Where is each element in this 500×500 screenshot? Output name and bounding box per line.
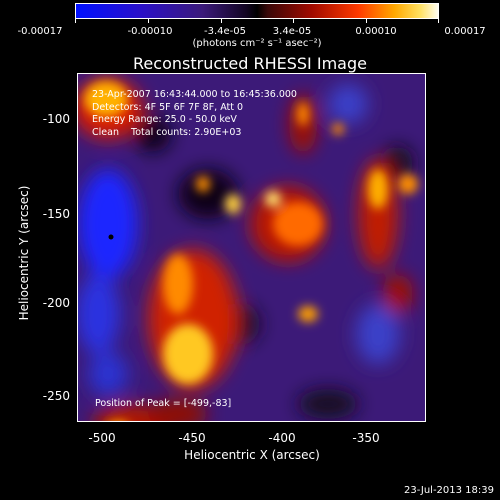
x-tick-label: -500: [88, 431, 116, 445]
colorbar-tick-label: -3.4e-05: [204, 26, 246, 37]
x-axis-label: Heliocentric X (arcsec): [184, 448, 320, 462]
colorbar-tick: [366, 19, 367, 23]
rhessi-image-plot: [77, 73, 426, 422]
x-tick-label: -400: [268, 431, 296, 445]
footer-date: 23-Jul-2013 18:39: [403, 485, 494, 496]
colorbar-tick: [148, 19, 149, 23]
x-tick-label: -350: [352, 431, 380, 445]
info-method-counts: Clean Total counts: 2.90E+03: [92, 126, 242, 138]
colorbar-tick-label: 3.4e-05: [272, 26, 312, 37]
y-tick-label: -200: [42, 296, 70, 310]
colorbar-tick-label: 0.00010: [355, 26, 397, 37]
rhessi-image-canvas: [78, 74, 425, 421]
image-title: Reconstructed RHESSI Image: [133, 54, 367, 73]
colorbar-tick: [221, 19, 222, 23]
y-tick-label: -250: [42, 389, 70, 403]
colorbar-tick: [293, 19, 294, 23]
colorbar-tick-label: -0.00010: [127, 26, 173, 37]
colorbar: [75, 3, 439, 19]
y-axis-label: Heliocentric Y (arcsec): [17, 185, 31, 321]
colorbar-units: (photons cm⁻² s⁻¹ asec⁻²): [192, 38, 322, 49]
y-tick-label: -150: [42, 207, 70, 221]
colorbar-tick: [75, 19, 76, 23]
colorbar-tick-label: -0.00017: [17, 26, 63, 37]
colorbar-tick: [438, 19, 439, 23]
observation-info: 23-Apr-2007 16:43:44.000 to 16:45:36.000…: [92, 89, 297, 139]
peak-position-label: Position of Peak = [-499,-83]: [95, 398, 232, 409]
y-tick-label: -100: [42, 112, 70, 126]
info-energy-range: Energy Range: 25.0 - 50.0 keV: [92, 114, 237, 125]
colorbar-tick-label: 0.00017: [444, 26, 486, 37]
x-tick-label: -450: [178, 431, 206, 445]
peak-marker: [108, 234, 114, 240]
info-detectors: Detectors: 4F 5F 6F 7F 8F, Att 0: [92, 101, 244, 113]
info-time-range: 23-Apr-2007 16:43:44.000 to 16:45:36.000: [92, 89, 297, 100]
